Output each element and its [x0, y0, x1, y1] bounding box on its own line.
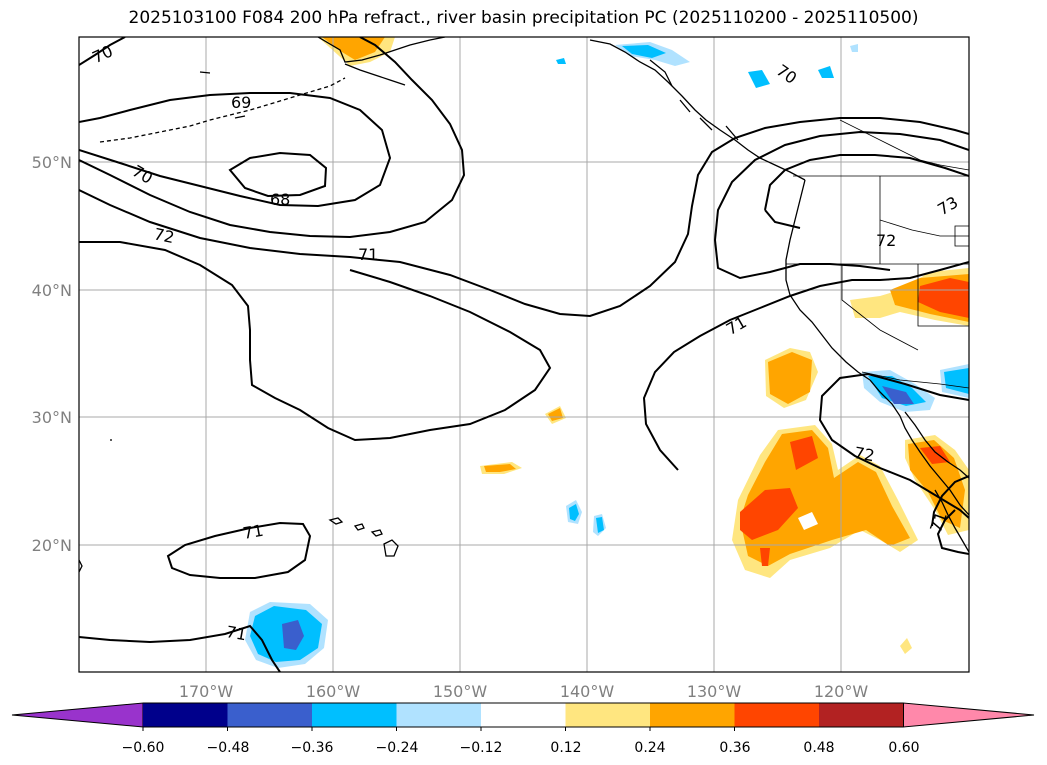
- lat-label-40n: 40°N: [32, 281, 72, 300]
- plot-frame: [78, 36, 970, 673]
- contour-label: 69: [231, 93, 251, 112]
- colorbar-tick-label: −0.24: [376, 740, 419, 756]
- lon-label-130w: 130°W: [687, 682, 742, 701]
- colorbar-tick-label: 0.12: [550, 740, 581, 756]
- contour-label: 71: [241, 521, 264, 543]
- colorbar-tick-label: −0.60: [122, 740, 165, 756]
- lon-label-150w: 150°W: [433, 682, 488, 701]
- map-title: 2025103100 F084 200 hPa refract., river …: [128, 8, 919, 28]
- colorbar-swatch: [481, 703, 566, 727]
- colorbar-tick-label: −0.48: [207, 740, 250, 756]
- lon-label-170w: 170°W: [179, 682, 234, 701]
- colorbar-swatch: [819, 703, 904, 727]
- colorbar-tick-labels: −0.60 −0.48 −0.36 −0.24 −0.12 0.12 0.24 …: [122, 740, 920, 756]
- colorbar-tick-label: 0.48: [803, 740, 834, 756]
- contour-label: 72: [876, 231, 896, 250]
- contour-label: 72: [152, 224, 176, 247]
- contour-label: 68: [270, 190, 290, 209]
- colorbar-swatch: [396, 703, 482, 727]
- plot-area: [79, 37, 969, 672]
- latitude-labels: 50°N 40°N 30°N 20°N: [32, 153, 72, 555]
- colorbar-tick-label: 0.24: [634, 740, 665, 756]
- colorbar-swatch: [565, 703, 651, 727]
- contour-label: 72: [853, 443, 876, 465]
- lat-label-50n: 50°N: [32, 153, 72, 172]
- contour-label: 71: [358, 245, 378, 264]
- colorbar-tick-label: −0.36: [291, 740, 334, 756]
- lat-label-30n: 30°N: [32, 408, 72, 427]
- refractivity-contours: [79, 37, 969, 672]
- contour-label: 71: [225, 622, 248, 644]
- colorbar-swatches: [11, 702, 1035, 731]
- colorbar-swatch: [312, 703, 397, 727]
- colorbar-swatch: [227, 703, 313, 727]
- graticule: [79, 37, 969, 672]
- colorbar-swatch: [650, 703, 735, 727]
- coastlines: [79, 37, 969, 573]
- lat-label-20n: 20°N: [32, 536, 72, 555]
- colorbar-swatch: [143, 703, 228, 727]
- colorbar-swatch: [734, 703, 820, 727]
- colorbar-tick-label: 0.36: [719, 740, 750, 756]
- colorbar-extend-high: [903, 702, 1035, 728]
- lon-label-120w: 120°W: [814, 682, 869, 701]
- colorbar-tick-label: 0.60: [888, 740, 919, 756]
- longitude-labels: 170°W 160°W 150°W 140°W 130°W 120°W: [179, 682, 869, 701]
- lon-label-140w: 140°W: [560, 682, 615, 701]
- colorbar-extend-low: [11, 702, 144, 728]
- colorbar-outline: [143, 702, 904, 728]
- colorbar: −0.60 −0.48 −0.36 −0.24 −0.12 0.12 0.24 …: [11, 702, 1035, 756]
- lon-label-160w: 160°W: [306, 682, 361, 701]
- colorbar-tick-label: −0.12: [460, 740, 503, 756]
